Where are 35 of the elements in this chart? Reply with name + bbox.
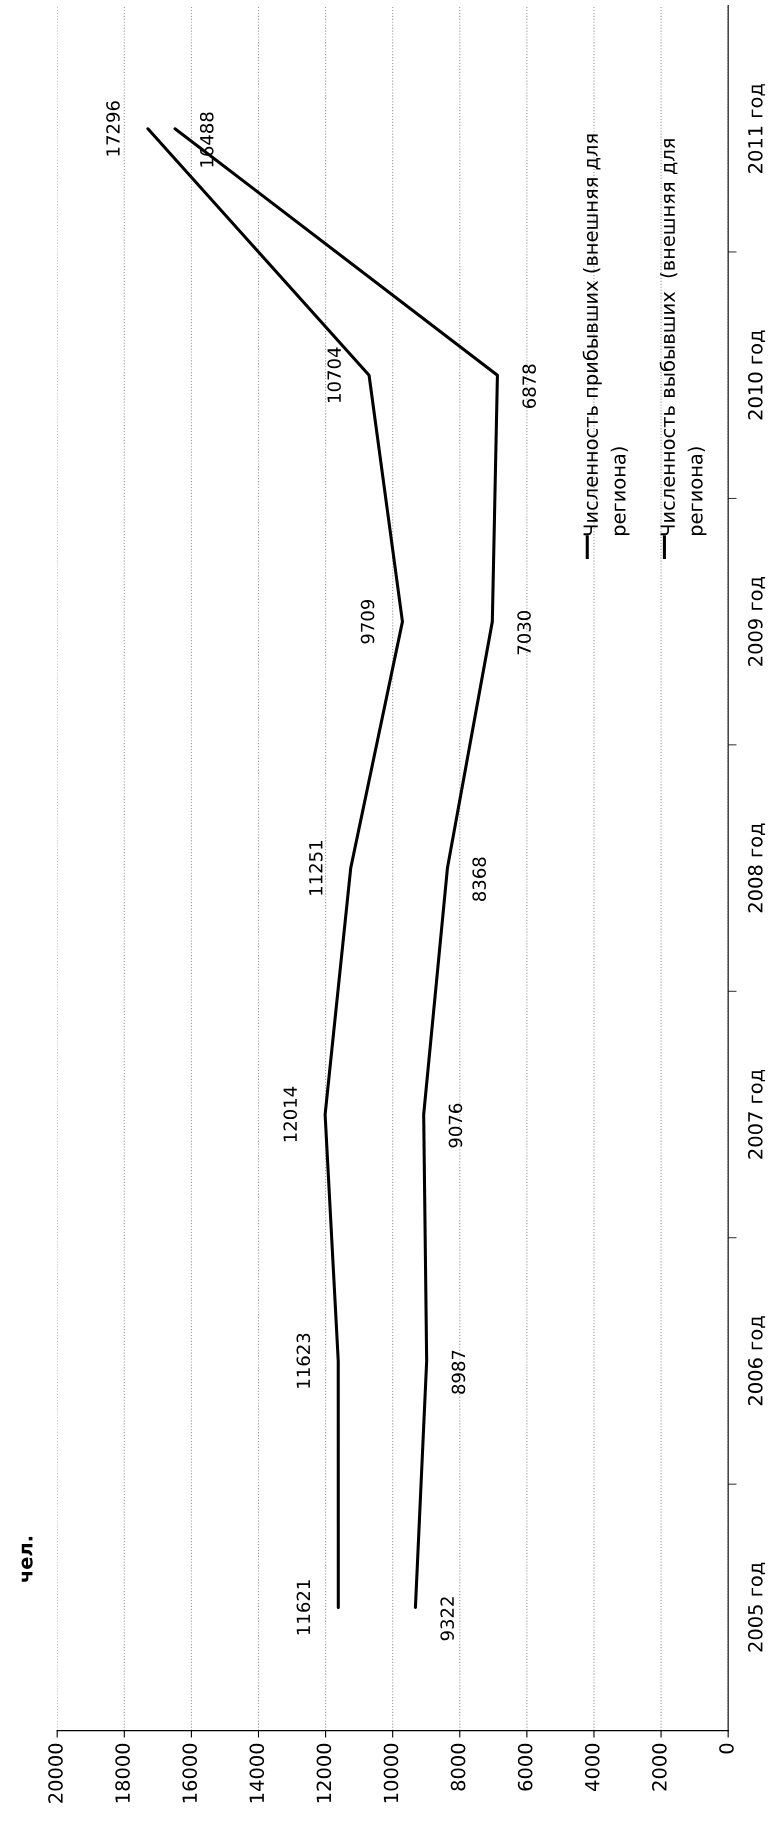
y-tick-label: 2005 год: [747, 1562, 766, 1652]
y-tick-label: 2007 год: [747, 1069, 766, 1159]
data-label: 9709: [360, 599, 375, 644]
data-label: 6878: [522, 364, 536, 409]
x-tick-label: 4000: [584, 1743, 600, 1791]
data-label: 12014: [283, 1086, 298, 1142]
x-tick-label: 18000: [115, 1743, 130, 1803]
x-tick-label: 16000: [182, 1743, 198, 1803]
y-tick-label: 2008 год: [747, 823, 766, 913]
y-tick-label: 2010 год: [747, 330, 766, 420]
x-tick-label: 2000: [652, 1743, 667, 1791]
x-tick-label: 14000: [249, 1743, 265, 1803]
data-label: 7030: [517, 610, 531, 655]
data-label: 17296: [106, 101, 120, 156]
x-tick-label: 10000: [383, 1743, 399, 1803]
x-tick-label: 0: [719, 1743, 734, 1754]
y-axis-title: чел.: [21, 1536, 33, 1582]
data-label: 10704: [327, 347, 341, 402]
data-label: 16488: [199, 112, 214, 167]
y-tick-label: 2009 год: [747, 577, 766, 666]
text: Численность выбывших (внешняя для региона): [659, 139, 707, 536]
data-label: 11251: [308, 841, 323, 895]
x-tick-label: 6000: [517, 1743, 533, 1791]
data-label: 9076: [448, 1103, 463, 1148]
data-label: 8987: [451, 1350, 466, 1394]
x-tick-label: 20000: [48, 1743, 63, 1803]
x-tick-label: 8000: [450, 1743, 466, 1791]
x-tick-label: 12000: [316, 1743, 332, 1803]
data-label: 8368: [472, 857, 487, 901]
data-label: 9322: [440, 1597, 454, 1641]
data-label: 11623: [296, 1333, 311, 1388]
y-tick-label: 2006 год: [747, 1316, 766, 1406]
y-tick-label: 2011 год: [747, 84, 766, 173]
text: Численность прибывших (внешняя для региона): [582, 134, 630, 536]
data-label: 11621: [296, 1580, 311, 1635]
